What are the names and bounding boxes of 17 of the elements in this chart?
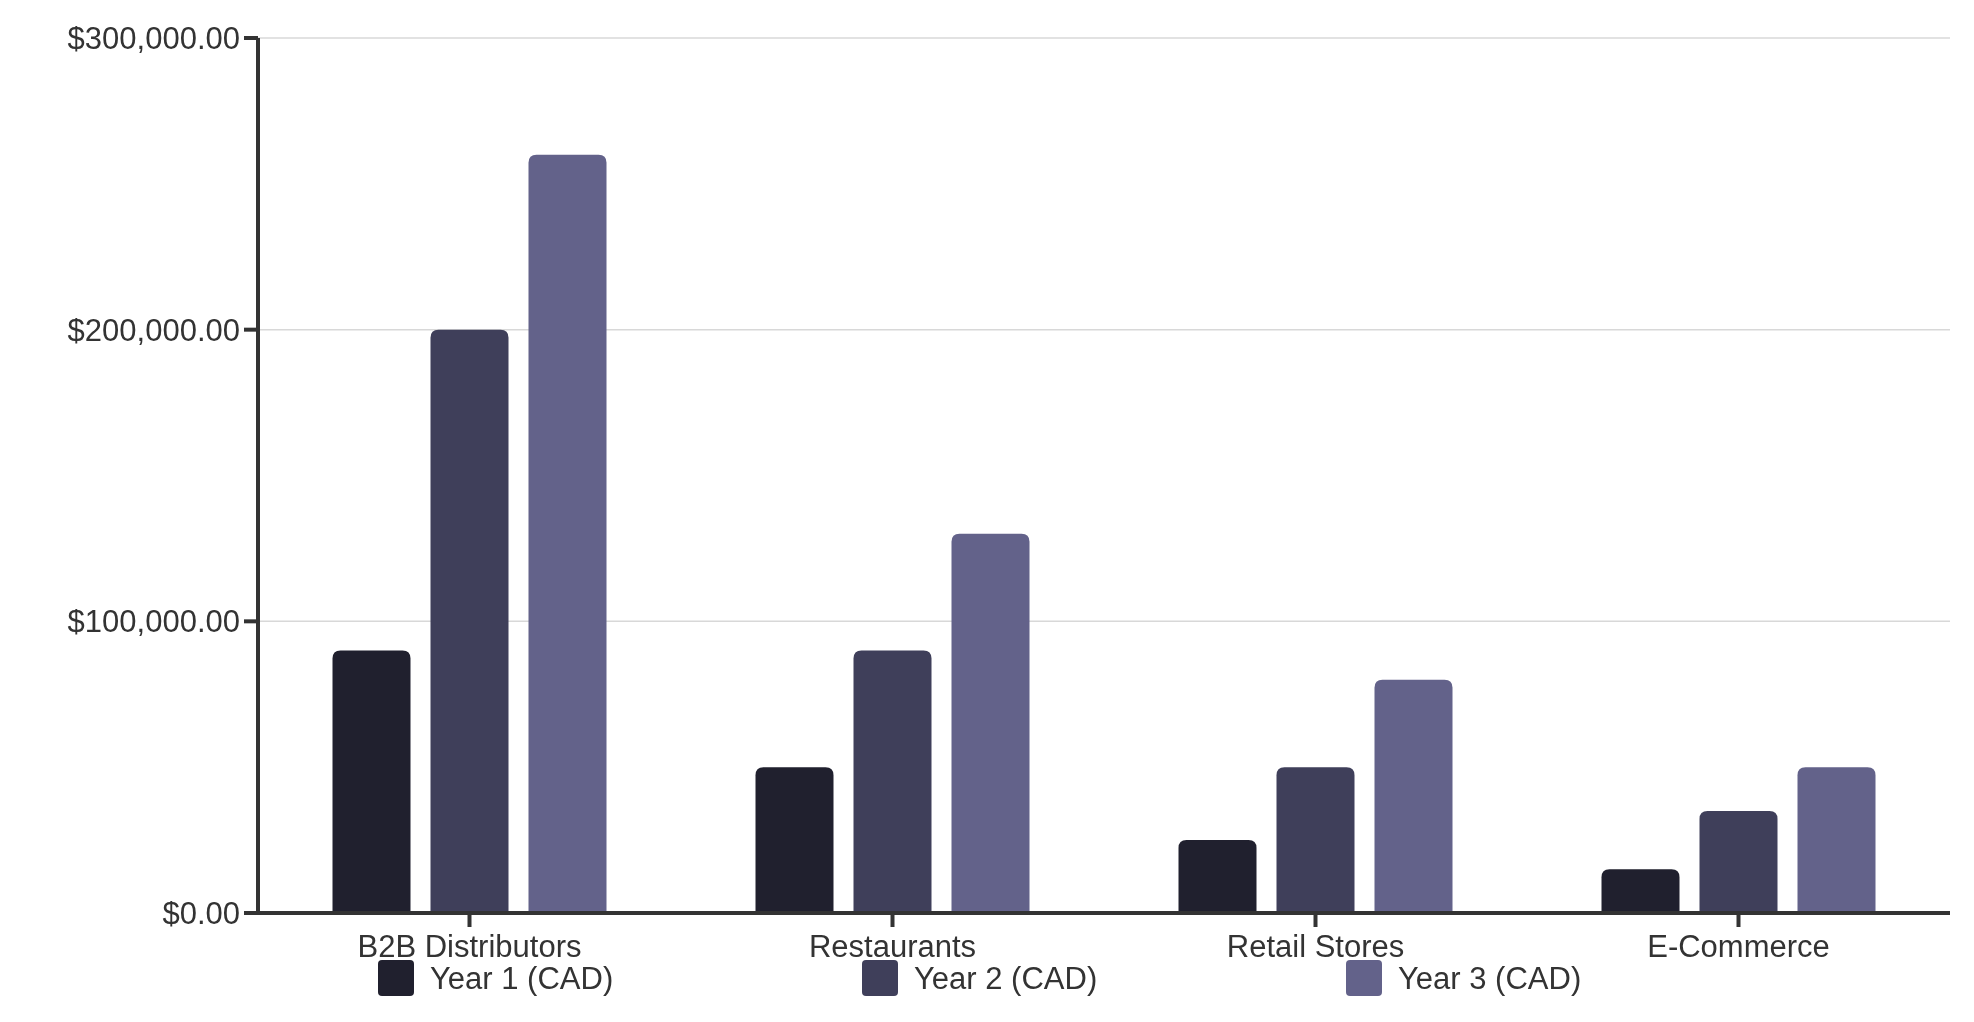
bar xyxy=(951,533,1030,913)
y-tick-label: $200,000.00 xyxy=(67,312,240,348)
bar xyxy=(528,154,607,913)
y-tick-label: $0.00 xyxy=(162,895,240,931)
bar xyxy=(1374,679,1453,913)
bar xyxy=(332,650,411,913)
bar xyxy=(853,650,932,913)
bar xyxy=(430,329,509,913)
x-tick-label: E-Commerce xyxy=(1647,929,1830,964)
bar xyxy=(1178,840,1257,913)
y-tick-label: $300,000.00 xyxy=(67,20,240,56)
bar xyxy=(755,767,834,913)
y-tick-label: $100,000.00 xyxy=(67,604,240,640)
bar xyxy=(1797,767,1876,913)
bar xyxy=(1601,869,1680,913)
bar xyxy=(1276,767,1355,913)
bar xyxy=(1699,810,1778,913)
